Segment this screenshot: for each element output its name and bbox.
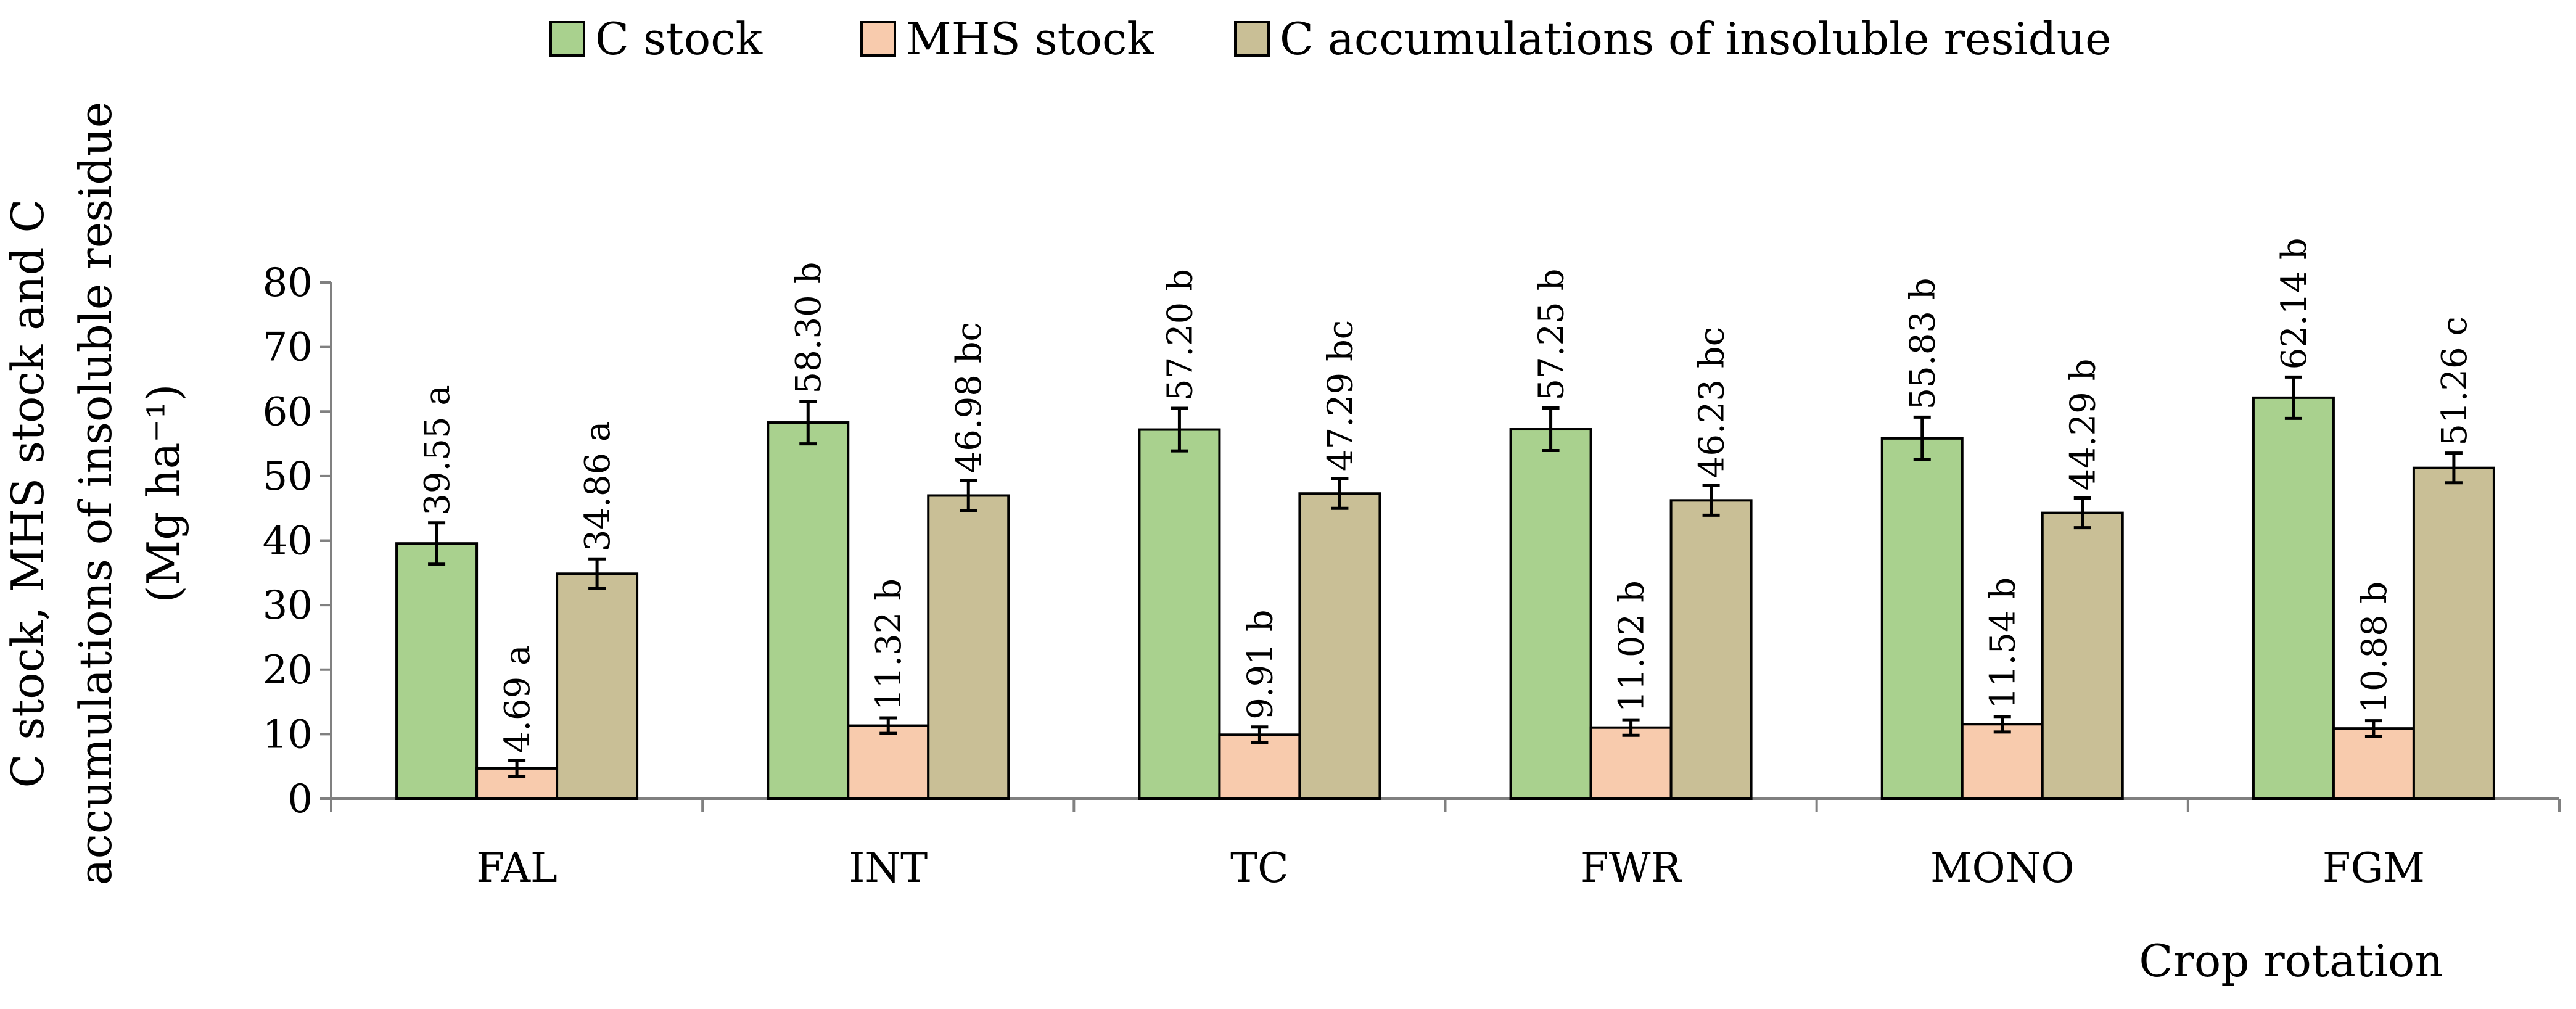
data-label: 11.02 b	[1612, 580, 1652, 712]
data-label: 11.32 b	[869, 579, 909, 710]
data-label: 46.98 bc	[949, 322, 989, 473]
bar-1-tc	[1138, 428, 1221, 800]
x-category-label: INT	[849, 844, 928, 892]
data-label: 58.30 b	[789, 262, 829, 394]
y-tick-label: 30	[263, 583, 313, 628]
legend-swatch-3	[1234, 21, 1270, 57]
y-tick-label: 70	[263, 325, 313, 371]
legend-swatch-2	[860, 21, 896, 57]
y-tick-label: 80	[263, 260, 313, 306]
data-label: 51.26 c	[2435, 316, 2475, 445]
y-tick-label: 10	[263, 712, 313, 757]
bar-2-int	[847, 724, 930, 800]
bar-1-fwr	[1509, 428, 1592, 800]
data-labels: 39.55 a 58.30 b 57.20 b 57.25 b 55.83 b 62.14…	[418, 237, 2475, 753]
bar-3-int	[927, 494, 1010, 800]
data-label: 10.88 b	[2355, 582, 2395, 714]
axes: 0 10 20 30 40 50 60 70 80 FAL INT TC FWR MONO FGM	[263, 260, 2561, 892]
bar-1-fgm	[2252, 396, 2335, 800]
y-axis-title-line: (Mg ha⁻¹)	[138, 384, 189, 603]
bar-2-fgm	[2332, 727, 2415, 800]
y-tick-label: 0	[287, 776, 313, 822]
x-category-label: MONO	[1930, 844, 2075, 892]
data-label: 34.86 a	[578, 421, 618, 552]
bars	[395, 375, 2495, 801]
y-tick-label: 50	[263, 454, 313, 500]
y-axis-title: C stock, MHS stock and C accumulations of…	[2, 102, 189, 886]
y-axis-title-line: C stock, MHS stock and C	[2, 199, 54, 788]
bar-3-fgm	[2412, 466, 2495, 800]
data-label: 62.14 b	[2274, 237, 2315, 369]
bar-1-int	[767, 421, 850, 800]
data-label: 4.69 a	[498, 645, 538, 754]
y-tick-label: 40	[263, 519, 313, 564]
data-label: 47.29 bc	[1320, 320, 1360, 471]
bar-2-tc	[1218, 733, 1301, 801]
x-category-label: FAL	[476, 844, 558, 892]
y-tick-label: 60	[263, 389, 313, 435]
x-category-label: FWR	[1581, 844, 1683, 892]
legend-label-3: C accumulations of insoluble residue	[1280, 13, 2112, 65]
x-axis-title: Crop rotation	[2139, 935, 2443, 987]
data-label: 57.20 b	[1160, 269, 1200, 401]
bar-3-tc	[1298, 492, 1381, 801]
bar-2-mono	[1961, 723, 2044, 800]
legend-label-1: C stock	[595, 13, 763, 65]
legend-swatch-1	[549, 21, 585, 57]
bar-3-fal	[556, 572, 639, 800]
data-label: 9.91 b	[1240, 609, 1280, 719]
data-label: 55.83 b	[1903, 278, 1943, 410]
y-axis-title-line: accumulations of insoluble residue	[70, 102, 121, 886]
data-label: 46.23 bc	[1692, 327, 1732, 478]
bar-3-fwr	[1669, 499, 1753, 800]
x-category-label: TC	[1230, 844, 1289, 892]
data-label: 57.25 b	[1532, 269, 1572, 401]
x-category-label: FGM	[2323, 844, 2425, 892]
legend-label-2: MHS stock	[906, 13, 1154, 65]
y-tick-label: 20	[263, 648, 313, 693]
bar-1-mono	[1880, 437, 1964, 800]
data-label: 44.29 b	[2064, 359, 2104, 491]
bar-3-mono	[2041, 511, 2124, 800]
bar-1-fal	[395, 542, 479, 800]
data-label: 39.55 a	[418, 385, 458, 516]
legend: C stock MHS stock C accumulations of insol…	[549, 13, 2112, 65]
data-label: 11.54 b	[1983, 577, 2023, 709]
bar-2-fwr	[1589, 726, 1673, 800]
